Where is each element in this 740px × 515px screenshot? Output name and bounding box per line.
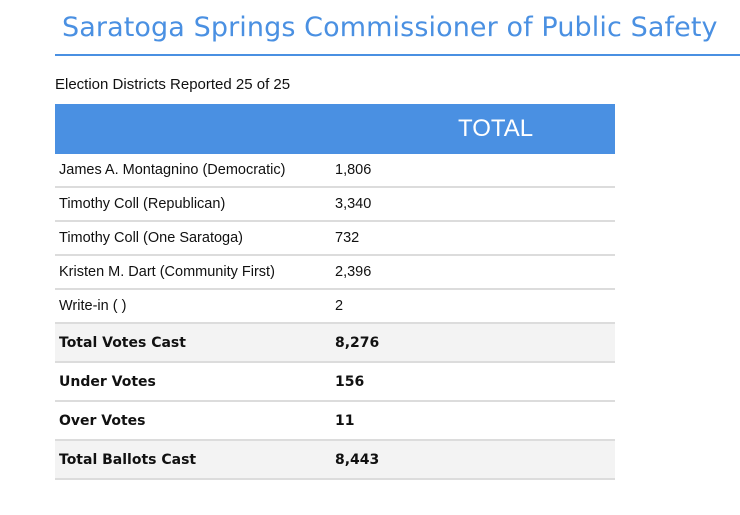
summary-label: Over Votes [55, 401, 335, 441]
candidate-name: Timothy Coll (One Saratoga) [55, 221, 335, 256]
table-row: James A. Montagnino (Democratic) 1,806 [55, 154, 615, 188]
page-title: Saratoga Springs Commissioner of Public … [62, 12, 718, 43]
table-header-row: TOTAL [55, 104, 615, 154]
table-row: Kristen M. Dart (Community First) 2,396 [55, 255, 615, 290]
summary-label: Under Votes [55, 362, 335, 402]
table-row: Timothy Coll (Republican) 3,340 [55, 187, 615, 222]
table-row: Timothy Coll (One Saratoga) 732 [55, 221, 615, 256]
candidate-name: Write-in ( ) [55, 289, 335, 324]
summary-row-under-votes: Under Votes 156 [55, 362, 615, 402]
districts-reported-text: Election Districts Reported 25 of 25 [55, 76, 291, 93]
candidate-total: 2,396 [335, 255, 615, 290]
summary-value: 8,443 [335, 440, 615, 480]
candidate-name: James A. Montagnino (Democratic) [55, 154, 335, 188]
candidate-name: Timothy Coll (Republican) [55, 187, 335, 222]
summary-row-total-ballots: Total Ballots Cast 8,443 [55, 440, 615, 480]
table-row: Write-in ( ) 2 [55, 289, 615, 324]
title-divider [55, 54, 740, 56]
summary-row-total-votes: Total Votes Cast 8,276 [55, 323, 615, 363]
summary-value: 11 [335, 401, 615, 441]
results-table: TOTAL James A. Montagnino (Democratic) 1… [55, 104, 615, 480]
summary-label: Total Votes Cast [55, 323, 335, 363]
summary-value: 8,276 [335, 323, 615, 363]
summary-value: 156 [335, 362, 615, 402]
summary-row-over-votes: Over Votes 11 [55, 401, 615, 441]
candidate-total: 3,340 [335, 187, 615, 222]
candidate-total: 1,806 [335, 154, 615, 188]
total-column-header: TOTAL [55, 104, 615, 154]
candidate-total: 2 [335, 289, 615, 324]
summary-label: Total Ballots Cast [55, 440, 335, 480]
candidate-total: 732 [335, 221, 615, 256]
candidate-name: Kristen M. Dart (Community First) [55, 255, 335, 290]
